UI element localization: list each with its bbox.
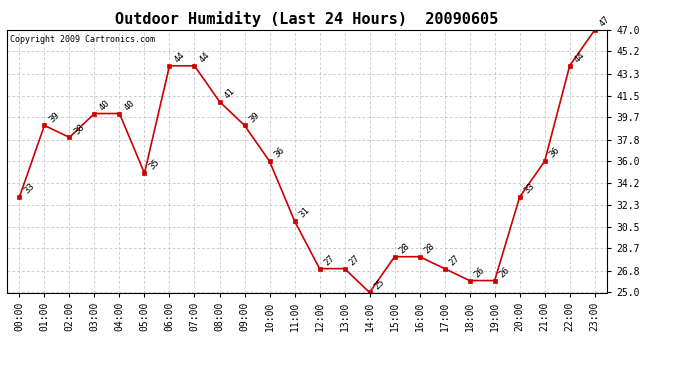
Text: 47: 47: [598, 15, 611, 28]
Text: 33: 33: [22, 182, 36, 196]
Text: 41: 41: [222, 86, 236, 100]
Text: 27: 27: [447, 253, 462, 267]
Title: Outdoor Humidity (Last 24 Hours)  20090605: Outdoor Humidity (Last 24 Hours) 2009060…: [115, 12, 499, 27]
Text: 36: 36: [273, 146, 286, 160]
Text: 40: 40: [122, 98, 136, 112]
Text: 44: 44: [573, 51, 586, 64]
Text: Copyright 2009 Cartronics.com: Copyright 2009 Cartronics.com: [10, 35, 155, 44]
Text: 40: 40: [97, 98, 111, 112]
Text: 25: 25: [373, 277, 386, 291]
Text: 26: 26: [473, 265, 486, 279]
Text: 39: 39: [247, 110, 262, 124]
Text: 36: 36: [547, 146, 562, 160]
Text: 27: 27: [322, 253, 336, 267]
Text: 28: 28: [422, 242, 436, 255]
Text: 31: 31: [297, 206, 311, 219]
Text: 44: 44: [172, 51, 186, 64]
Text: 39: 39: [47, 110, 61, 124]
Text: 26: 26: [497, 265, 511, 279]
Text: 38: 38: [72, 122, 86, 136]
Text: 28: 28: [397, 242, 411, 255]
Text: 35: 35: [147, 158, 161, 172]
Text: 27: 27: [347, 253, 362, 267]
Text: 33: 33: [522, 182, 536, 196]
Text: 44: 44: [197, 51, 211, 64]
